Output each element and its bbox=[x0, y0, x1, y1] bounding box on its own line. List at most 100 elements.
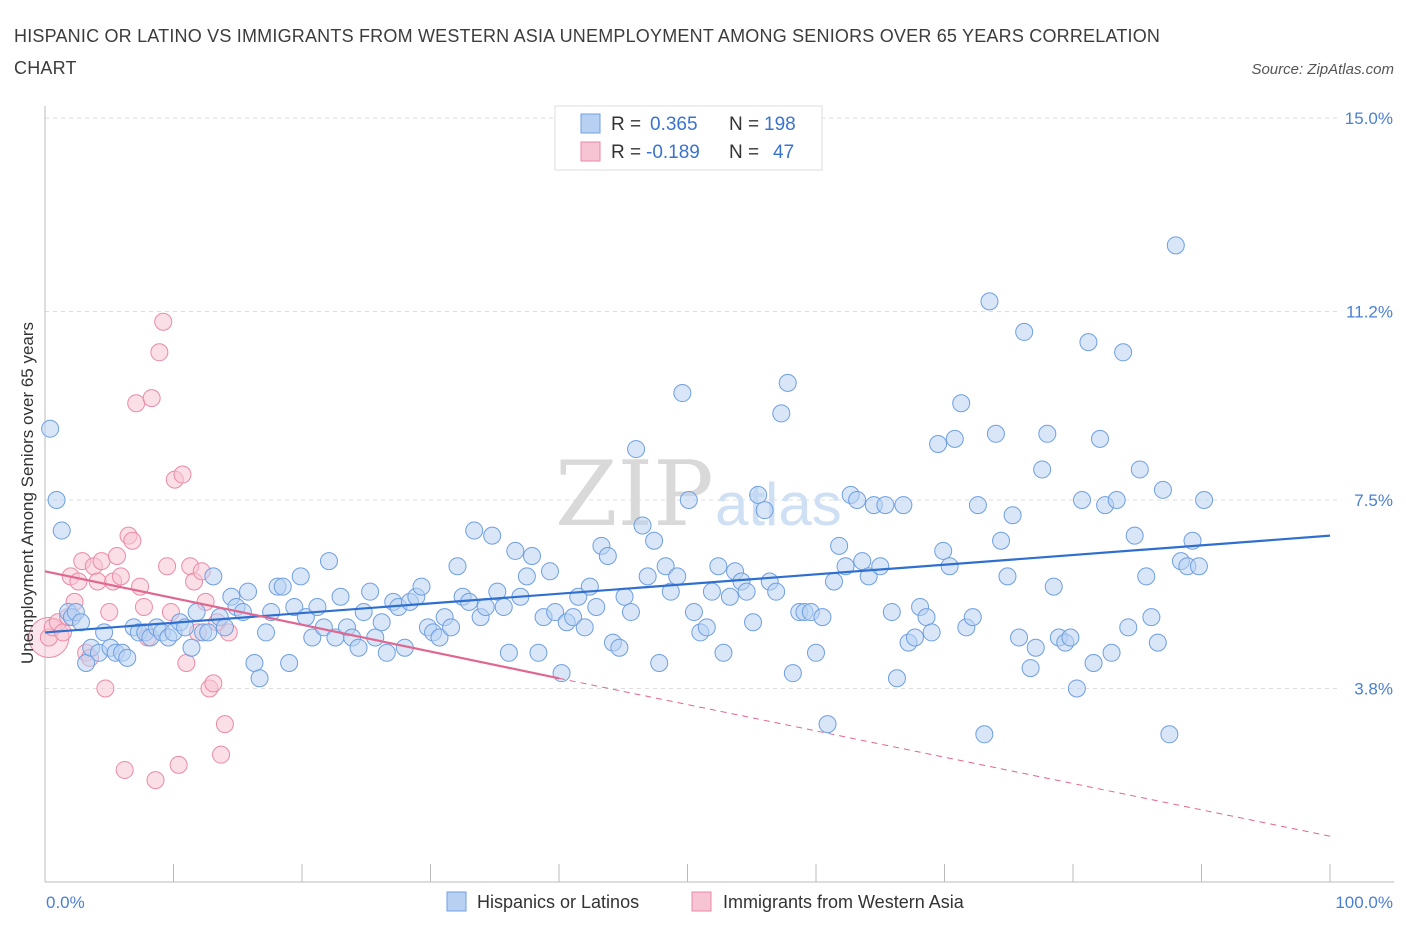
data-point bbox=[684, 603, 703, 622]
data-point bbox=[661, 582, 680, 601]
data-point bbox=[934, 541, 953, 560]
data-point bbox=[737, 582, 756, 601]
data-point bbox=[598, 547, 617, 566]
trend-line-immigrants-extension bbox=[558, 677, 1331, 837]
series-immigrants-western-asia bbox=[28, 312, 238, 790]
data-point bbox=[47, 491, 66, 509]
data-point bbox=[859, 567, 878, 586]
data-point bbox=[1067, 679, 1086, 698]
data-point bbox=[1148, 633, 1167, 652]
data-point bbox=[1026, 638, 1045, 657]
legend-bottom: Hispanics or Latinos Immigrants from Wes… bbox=[446, 891, 965, 912]
data-point bbox=[668, 567, 687, 586]
legend-n-value: 47 bbox=[773, 142, 794, 163]
x-tick-label: 100.0% bbox=[1335, 893, 1393, 912]
y-axis-label: Unemployment Among Seniors over 65 years bbox=[18, 322, 37, 664]
data-point bbox=[749, 485, 768, 504]
x-tick-label: 0.0% bbox=[46, 893, 85, 912]
data-point bbox=[488, 582, 507, 601]
data-point bbox=[1061, 628, 1080, 647]
y-tick-label: 11.2% bbox=[1346, 303, 1393, 322]
data-point bbox=[905, 628, 924, 647]
data-point bbox=[465, 521, 484, 540]
data-point bbox=[146, 771, 165, 790]
data-point bbox=[182, 638, 201, 657]
data-point bbox=[41, 419, 60, 438]
data-point bbox=[615, 587, 634, 606]
data-point bbox=[349, 638, 368, 657]
data-point bbox=[778, 373, 797, 392]
legend-bottom-label-immigrants: Immigrants from Western Asia bbox=[723, 892, 965, 912]
data-point bbox=[523, 547, 542, 566]
data-point bbox=[1189, 557, 1208, 576]
data-point bbox=[483, 526, 502, 545]
data-point bbox=[645, 531, 664, 550]
data-point bbox=[123, 531, 142, 550]
legend-n-value: 198 bbox=[764, 114, 796, 135]
data-point bbox=[204, 567, 223, 586]
data-point bbox=[1084, 653, 1103, 672]
y-tick-label: 7.5% bbox=[1354, 491, 1393, 510]
data-point bbox=[476, 597, 495, 616]
data-point bbox=[1160, 725, 1179, 744]
y-tick-label: 3.8% bbox=[1354, 679, 1393, 698]
data-point bbox=[285, 597, 304, 616]
data-point bbox=[621, 603, 640, 622]
data-point bbox=[273, 577, 292, 596]
data-point bbox=[720, 587, 739, 606]
data-point bbox=[100, 603, 119, 622]
data-point bbox=[169, 755, 188, 774]
data-point bbox=[772, 404, 791, 423]
data-point bbox=[673, 384, 692, 403]
data-point bbox=[541, 562, 560, 581]
data-point bbox=[830, 536, 849, 555]
data-point bbox=[115, 760, 134, 779]
data-point bbox=[215, 715, 234, 734]
data-point bbox=[992, 531, 1011, 550]
data-point bbox=[331, 587, 350, 606]
data-point bbox=[204, 674, 223, 693]
data-point bbox=[679, 491, 698, 509]
data-point bbox=[836, 557, 855, 576]
legend-r-label: R = bbox=[611, 142, 641, 163]
legend-bottom-swatch-blue bbox=[446, 891, 467, 912]
data-point bbox=[871, 557, 890, 576]
trend-lines bbox=[44, 534, 1331, 837]
data-point bbox=[142, 389, 161, 408]
data-point bbox=[929, 434, 948, 453]
legend-top: R = 0.365 N = 198 R = -0.189 N = 47 bbox=[554, 105, 823, 171]
legend-swatch-blue bbox=[580, 113, 601, 134]
data-point bbox=[1038, 424, 1057, 443]
data-point bbox=[134, 597, 153, 616]
legend-r-label: R = bbox=[611, 114, 641, 135]
data-point bbox=[980, 292, 999, 311]
data-point bbox=[702, 582, 721, 601]
data-point bbox=[366, 628, 385, 647]
data-point bbox=[650, 653, 669, 672]
data-point bbox=[448, 557, 467, 576]
data-point bbox=[506, 541, 525, 560]
source-label: Source: ZipAtlas.com bbox=[1251, 61, 1394, 78]
data-point bbox=[319, 552, 338, 571]
trend-line-immigrants bbox=[44, 570, 560, 680]
data-point bbox=[215, 618, 234, 637]
data-point bbox=[303, 628, 322, 647]
data-point bbox=[1033, 460, 1052, 479]
data-point bbox=[127, 394, 146, 413]
data-point bbox=[656, 557, 675, 576]
legend-bottom-swatch-pink bbox=[691, 891, 712, 912]
data-point bbox=[111, 567, 130, 586]
data-point bbox=[158, 557, 177, 576]
data-point bbox=[118, 648, 137, 667]
data-point bbox=[430, 628, 449, 647]
data-point bbox=[1079, 333, 1098, 352]
data-point bbox=[361, 582, 380, 601]
data-point bbox=[173, 465, 192, 484]
data-point bbox=[1142, 608, 1161, 627]
data-point bbox=[1003, 506, 1022, 525]
data-point bbox=[824, 572, 843, 591]
data-point bbox=[412, 577, 431, 596]
data-point bbox=[917, 608, 936, 627]
data-point bbox=[882, 603, 901, 622]
